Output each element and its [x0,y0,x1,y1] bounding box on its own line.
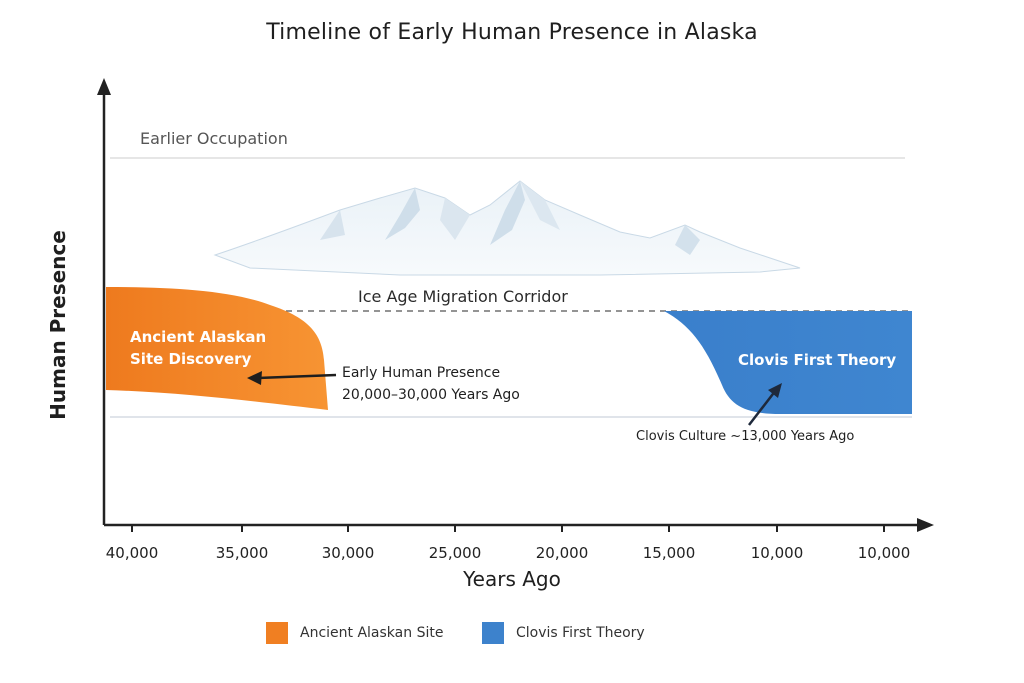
early-presence-annotation: Early Human Presence 20,000–30,000 Years… [342,362,520,406]
ancient-site-label-line1: Ancient Alaskan [130,328,267,346]
x-tick-label: 40,000 [105,544,159,562]
chart-title: Timeline of Early Human Presence in Alas… [266,20,758,45]
x-tick-label: 10,000 [750,544,804,562]
clovis-arrowhead-icon [768,383,782,398]
legend-item-clovis: Clovis First Theory [482,622,645,644]
clovis-annotation: Clovis Culture ~13,000 Years Ago [636,429,855,444]
clovis-first-theory-area [664,311,912,414]
x-tick-label: 25,000 [428,544,482,562]
x-tick-label: 10,000 [857,544,911,562]
ancient-alaskan-site-area [106,287,328,410]
x-axis-ticks [131,525,885,532]
early-presence-arrowhead-icon [247,371,262,385]
legend-label: Ancient Alaskan Site [300,625,444,641]
clovis-region-label: Clovis First Theory [738,351,897,369]
mountain-illustration [213,180,801,276]
legend-swatch-blue [482,622,504,644]
x-axis-label: Years Ago [463,567,561,591]
early-annotation-line1: Early Human Presence [342,365,501,381]
legend-swatch-orange [266,622,288,644]
clovis-arrow-line [748,389,777,426]
legend-item-ancient-site: Ancient Alaskan Site [266,622,443,644]
y-axis-label: Human Presence [46,230,70,420]
ice-age-corridor-label: Ice Age Migration Corridor [358,287,568,306]
legend-label: Clovis First Theory [516,625,645,641]
earlier-occupation-label: Earlier Occupation [140,129,288,148]
x-tick-label: 15,000 [642,544,696,562]
ancient-site-region-label: Ancient Alaskan Site Discovery [130,326,266,370]
x-tick-label: 20,000 [535,544,589,562]
x-tick-label: 35,000 [215,544,269,562]
early-presence-arrow-line [257,373,337,380]
ancient-site-label-line2: Site Discovery [130,350,252,368]
y-axis-arrowhead-icon [97,78,111,95]
x-tick-label: 30,000 [321,544,375,562]
x-axis-arrowhead-icon [917,518,934,532]
early-annotation-line2: 20,000–30,000 Years Ago [342,387,520,403]
